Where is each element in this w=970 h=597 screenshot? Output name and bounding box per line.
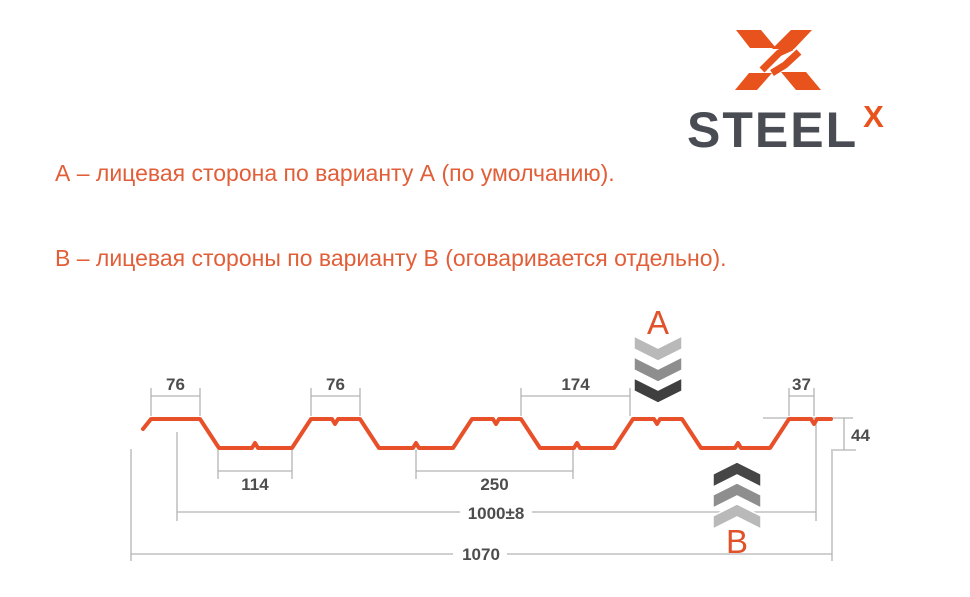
dim-working-width: 1000±8: [176, 421, 817, 523]
dim-edge-crest: 37: [788, 375, 815, 416]
dim-working-width-value: 1000±8: [468, 504, 525, 523]
dim-height-value: 44: [851, 426, 870, 445]
dim-pitch: 250: [415, 450, 574, 494]
dim-crest1: 76: [150, 375, 201, 416]
profile-outline: [141, 417, 833, 450]
variant-a-chevrons-icon: [633, 334, 683, 404]
note-variant-a: А – лицевая сторона по варианту А (по ум…: [55, 160, 615, 186]
logo-brand-sup: X: [863, 99, 884, 134]
logo-brand-text: STEEL: [687, 102, 859, 158]
dim-crest1-value: 76: [166, 375, 185, 394]
dim-valley-width: 114: [217, 450, 293, 494]
dim-overall-width-value: 1070: [462, 545, 500, 564]
variant-a-label: А: [647, 304, 669, 341]
dim-crest-gap-value: 174: [561, 375, 590, 394]
dim-crest2-value: 76: [326, 375, 345, 394]
dim-crest-gap: 174: [520, 375, 631, 416]
steelx-logo-mark-icon: [735, 30, 821, 90]
logo: STEEL X: [687, 27, 899, 155]
variant-b-label: В: [726, 523, 748, 560]
note-variant-b: В – лицевая стороны по варианту В (огова…: [55, 245, 727, 271]
dim-overall-width: 1070: [130, 449, 833, 564]
dim-pitch-value: 250: [480, 475, 508, 494]
dim-edge-crest-value: 37: [792, 375, 811, 394]
dim-valley-width-value: 114: [241, 475, 269, 494]
dim-crest2: 76: [310, 375, 361, 416]
variant-b-chevrons-icon: [712, 461, 762, 531]
